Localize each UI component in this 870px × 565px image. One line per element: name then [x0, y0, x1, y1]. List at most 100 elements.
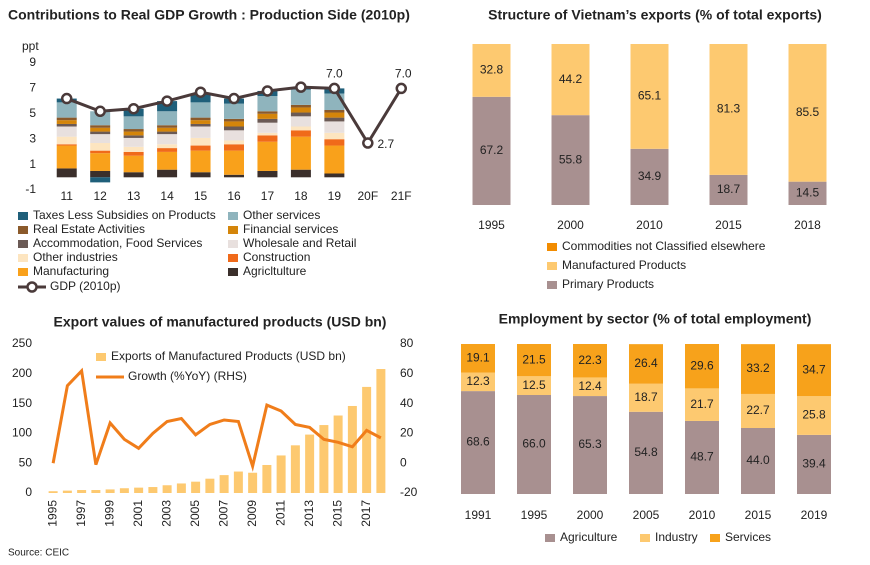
- bar: [90, 131, 111, 135]
- legend-label: Commodities not Classified elsewhere: [562, 239, 766, 253]
- bar: [290, 136, 311, 170]
- bar: [224, 144, 244, 151]
- bar: [123, 146, 144, 152]
- bar: [219, 475, 229, 493]
- bar: [123, 129, 144, 132]
- data-label: 65.1: [638, 89, 662, 103]
- data-label: 7.0: [395, 67, 412, 81]
- bar: [573, 344, 607, 378]
- bar: [257, 135, 278, 142]
- bar: [797, 396, 831, 435]
- bar: [629, 411, 663, 494]
- bar: [157, 111, 178, 126]
- legend-label: Services: [725, 530, 771, 544]
- x-tick-label: 2000: [577, 508, 604, 522]
- legend-label: GDP (2010p): [50, 279, 120, 293]
- bar: [157, 148, 178, 152]
- bar: [347, 405, 357, 493]
- bar: [56, 120, 77, 124]
- legend-swatch: [228, 226, 238, 234]
- data-label: 22.7: [746, 403, 770, 417]
- data-label: 68.6: [466, 435, 490, 449]
- data-label: 19.1: [466, 350, 490, 364]
- y-tick-label: 3: [29, 131, 36, 145]
- legend-label: Other industries: [33, 250, 118, 264]
- bar: [56, 136, 77, 145]
- bar: [517, 376, 551, 395]
- bar: [205, 478, 215, 493]
- legend-label: Wholesale and Retail: [243, 236, 356, 250]
- x-tick-label: 2015: [715, 218, 742, 232]
- y2-tick-label: 60: [400, 366, 414, 380]
- legend-swatch: [18, 254, 28, 262]
- bar: [257, 118, 278, 123]
- x-tick-label: 1997: [74, 500, 88, 527]
- data-label: 44.2: [559, 72, 583, 86]
- bar: [56, 144, 77, 146]
- y-tick-label: 1: [29, 157, 36, 171]
- y2-tick-label: 40: [400, 396, 414, 410]
- bar: [362, 386, 372, 493]
- bar: [290, 126, 311, 131]
- data-label: 67.2: [480, 143, 504, 157]
- bar: [257, 113, 278, 119]
- bar: [324, 109, 345, 113]
- bar: [290, 169, 311, 178]
- bar: [290, 107, 311, 113]
- x-tick-label: 13: [127, 189, 141, 203]
- bar: [56, 168, 77, 178]
- bar: [148, 487, 158, 493]
- legend-swatch: [547, 262, 557, 270]
- bar: [551, 44, 590, 116]
- bar: [324, 112, 345, 118]
- x-tick-label: 2011: [273, 500, 287, 526]
- bar: [551, 115, 590, 205]
- bar: [62, 490, 72, 493]
- data-label: 81.3: [717, 102, 741, 116]
- data-label: 33.2: [746, 361, 770, 375]
- legend-label: Agriculture: [560, 530, 618, 544]
- data-label: 66.0: [522, 437, 546, 451]
- y-tick-label: 50: [19, 455, 33, 469]
- bar: [90, 153, 111, 171]
- bar: [90, 125, 111, 128]
- chart-title: Structure of Vietnam’s exports (% of tot…: [488, 7, 822, 23]
- x-tick-label: 17: [261, 189, 275, 203]
- bar: [257, 96, 278, 112]
- bar: [333, 415, 343, 493]
- legend-label: Taxes Less Subsidies on Products: [33, 208, 216, 222]
- legend-label: Other services: [243, 208, 320, 222]
- x-tick-label: 2005: [633, 508, 660, 522]
- legend-label: Exports of Manufactured Products (USD bn…: [111, 349, 346, 363]
- legend-swatch: [18, 212, 28, 220]
- x-tick-label: 1995: [478, 218, 505, 232]
- bar: [176, 483, 186, 493]
- bar: [788, 181, 827, 205]
- bar: [472, 96, 511, 205]
- x-tick-label: 20F: [357, 189, 378, 203]
- y-axis-label: ppt: [22, 39, 39, 53]
- line-marker: [194, 86, 207, 98]
- bar: [123, 131, 144, 136]
- bar: [319, 425, 329, 493]
- bar: [324, 117, 345, 122]
- bar: [741, 393, 775, 428]
- x-tick-label: 12: [94, 189, 108, 203]
- bar: [257, 170, 278, 178]
- bar: [709, 44, 748, 175]
- bar: [305, 434, 315, 493]
- data-label: 39.4: [802, 457, 826, 471]
- bar: [709, 174, 748, 205]
- source: Source: CEIC: [8, 548, 69, 559]
- bar: [105, 489, 115, 493]
- legend-label: Agricltulture: [243, 264, 307, 278]
- legend-swatch: [96, 353, 106, 361]
- bar: [257, 132, 278, 136]
- data-label: 18.7: [717, 182, 741, 196]
- legend-swatch: [547, 281, 557, 289]
- bar: [233, 471, 243, 493]
- bar: [788, 44, 827, 182]
- data-label: 22.3: [578, 353, 602, 367]
- bar: [90, 170, 111, 178]
